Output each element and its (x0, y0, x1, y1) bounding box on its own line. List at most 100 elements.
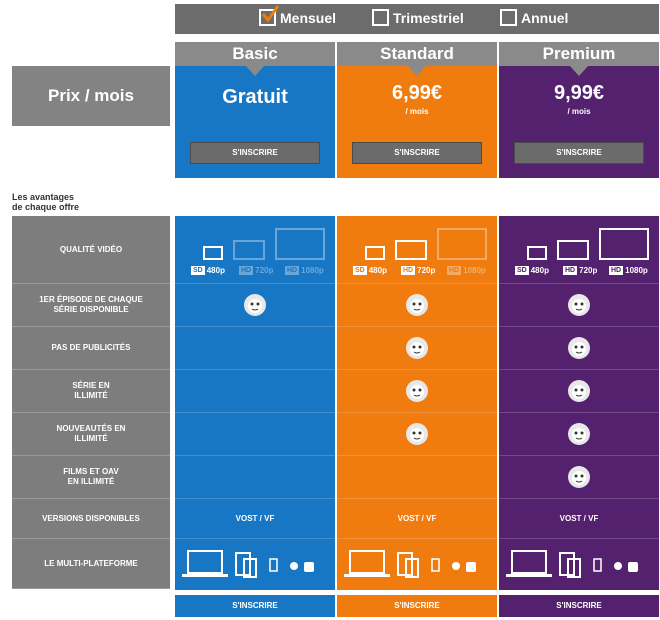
quality-cell-standard: SD 480p HD 720p HD 1080p (337, 216, 497, 284)
signup-button-premium-top[interactable]: S'INSCRIRE (514, 142, 644, 164)
sd-tag: SD (515, 265, 529, 275)
plan-price-panel-premium: 9,99€ / mois S'INSCRIRE (499, 66, 659, 178)
header-notch (246, 66, 264, 76)
plan-column-premium: SD 480p HD 720p HD 1080p VOST / VF (499, 216, 659, 590)
devices-icon (344, 550, 476, 578)
row-label-films-line1: FILMS ET OAV (63, 467, 119, 476)
episode-cell-premium (499, 284, 659, 327)
plan-price-premium: 9,99€ (553, 82, 605, 104)
mascot-icon (568, 294, 590, 316)
mascot-icon (568, 380, 590, 402)
signup-button-basic-top[interactable]: S'INSCRIRE (190, 142, 320, 164)
devices-icon (506, 550, 638, 578)
versions-value-standard: VOST / VF (397, 514, 437, 523)
avantages-line-1: Les avantages (12, 192, 75, 202)
period-option-trimestriel[interactable]: Trimestriel (372, 9, 464, 26)
versions-cell-basic: VOST / VF (175, 499, 335, 539)
signup-button-basic-bottom[interactable]: S'INSCRIRE (175, 595, 335, 617)
checkbox-annuel[interactable] (500, 9, 517, 26)
films-cell-basic (175, 456, 335, 499)
devices-icon (182, 550, 314, 578)
hd-tag: HD (401, 265, 416, 275)
period-option-mensuel[interactable]: Mensuel (259, 5, 336, 26)
plan-title-basic: Basic (175, 42, 335, 66)
plan-price-panel-standard: 6,99€ / mois S'INSCRIRE (337, 66, 497, 178)
nouveautes-cell-basic (175, 413, 335, 456)
plan-price-unit-standard: / mois (405, 107, 429, 116)
mascot-icon (568, 423, 590, 445)
signup-button-standard-top[interactable]: S'INSCRIRE (352, 142, 482, 164)
row-label-episode-line1: 1ER ÉPISODE DE CHAQUE (39, 295, 143, 304)
quality-label-720: HD 720p (563, 265, 598, 275)
sd-tag: SD (191, 265, 205, 275)
avantages-line-2: de chaque offre (12, 202, 80, 212)
quality-diagram: SD 480p HD 720p HD 1080p (347, 220, 487, 280)
row-label-nouveautes-line1: NOUVEAUTÉS EN (56, 424, 126, 433)
pub-cell-standard (337, 327, 497, 370)
row-label-episode: 1ER ÉPISODE DE CHAQUE SÉRIE DISPONIBLE (12, 284, 170, 327)
episode-cell-standard (337, 284, 497, 327)
hd720-resolution: 720p (579, 265, 598, 275)
pub-cell-basic (175, 327, 335, 370)
period-option-annuel[interactable]: Annuel (500, 9, 568, 26)
quality-label-720: HD 720p (401, 265, 436, 275)
episode-cell-basic (175, 284, 335, 327)
sd-resolution: 480p (206, 265, 225, 275)
plan-price-panel-basic: Gratuit S'INSCRIRE (175, 66, 335, 178)
versions-value-basic: VOST / VF (235, 514, 275, 523)
screen-720-icon (233, 239, 265, 260)
mascot-icon (406, 294, 428, 316)
plan-price-basic: Gratuit (222, 86, 288, 108)
multi-cell-premium (499, 539, 659, 589)
serie-cell-basic (175, 370, 335, 413)
serie-cell-standard (337, 370, 497, 413)
nouveautes-cell-standard (337, 413, 497, 456)
mascot-icon (406, 423, 428, 445)
sd-tag: SD (353, 265, 367, 275)
nouveautes-cell-premium (499, 413, 659, 456)
row-label-films: FILMS ET OAV EN ILLIMITÉ (12, 456, 170, 499)
signup-button-premium-bottom[interactable]: S'INSCRIRE (499, 595, 659, 617)
versions-value-premium: VOST / VF (559, 514, 599, 523)
quality-diagram: SD 480p HD 720p HD 1080p (509, 220, 649, 280)
header-notch (408, 66, 426, 76)
row-label-pub: PAS DE PUBLICITÉS (12, 327, 170, 370)
checkbox-trimestriel[interactable] (372, 9, 389, 26)
checkbox-mensuel[interactable] (259, 5, 280, 26)
hd1080-resolution: 1080p (301, 265, 324, 275)
screen-sd-icon (365, 245, 385, 260)
hd-tag: HD (447, 265, 462, 275)
row-label-qualite: QUALITÉ VIDÉO (12, 216, 170, 284)
mascot-icon (568, 337, 590, 359)
multi-cell-basic (175, 539, 335, 589)
plan-column-basic: SD 480p HD 720p HD 1080p VOST / VF (175, 216, 335, 590)
hd-tag: HD (609, 265, 624, 275)
screen-720-icon (395, 239, 427, 260)
quality-label-720: HD 720p (239, 265, 273, 275)
signup-button-standard-bottom[interactable]: S'INSCRIRE (337, 595, 497, 617)
row-label-serie-line2: ILLIMITÉ (74, 391, 108, 400)
hd720-resolution: 720p (417, 265, 436, 275)
mascot-icon (568, 466, 590, 488)
row-label-nouveautes: NOUVEAUTÉS EN ILLIMITÉ (12, 413, 170, 456)
header-notch (570, 66, 588, 76)
hd1080-resolution: 1080p (625, 265, 648, 275)
versions-cell-premium: VOST / VF (499, 499, 659, 539)
row-label-versions: VERSIONS DISPONIBLES (12, 499, 170, 539)
plan-title-standard: Standard (337, 42, 497, 66)
sd-resolution: 480p (368, 265, 387, 275)
screen-sd-icon (527, 245, 547, 260)
row-label-serie: SÉRIE EN ILLIMITÉ (12, 370, 170, 413)
plan-title-premium: Premium (499, 42, 659, 66)
mascot-icon (406, 380, 428, 402)
checkmark-icon (261, 5, 280, 23)
mascot-icon (244, 294, 266, 316)
screen-1080-icon (599, 227, 649, 260)
hd-tag: HD (563, 265, 578, 275)
quality-cell-premium: SD 480p HD 720p HD 1080p (499, 216, 659, 284)
quality-label-1080: HD 1080p (609, 265, 648, 275)
plan-price-standard: 6,99€ (391, 82, 443, 104)
row-label-episode-line2: SÉRIE DISPONIBLE (53, 305, 129, 314)
hd-tag: HD (285, 265, 300, 275)
row-label-nouveautes-line2: ILLIMITÉ (74, 434, 108, 443)
